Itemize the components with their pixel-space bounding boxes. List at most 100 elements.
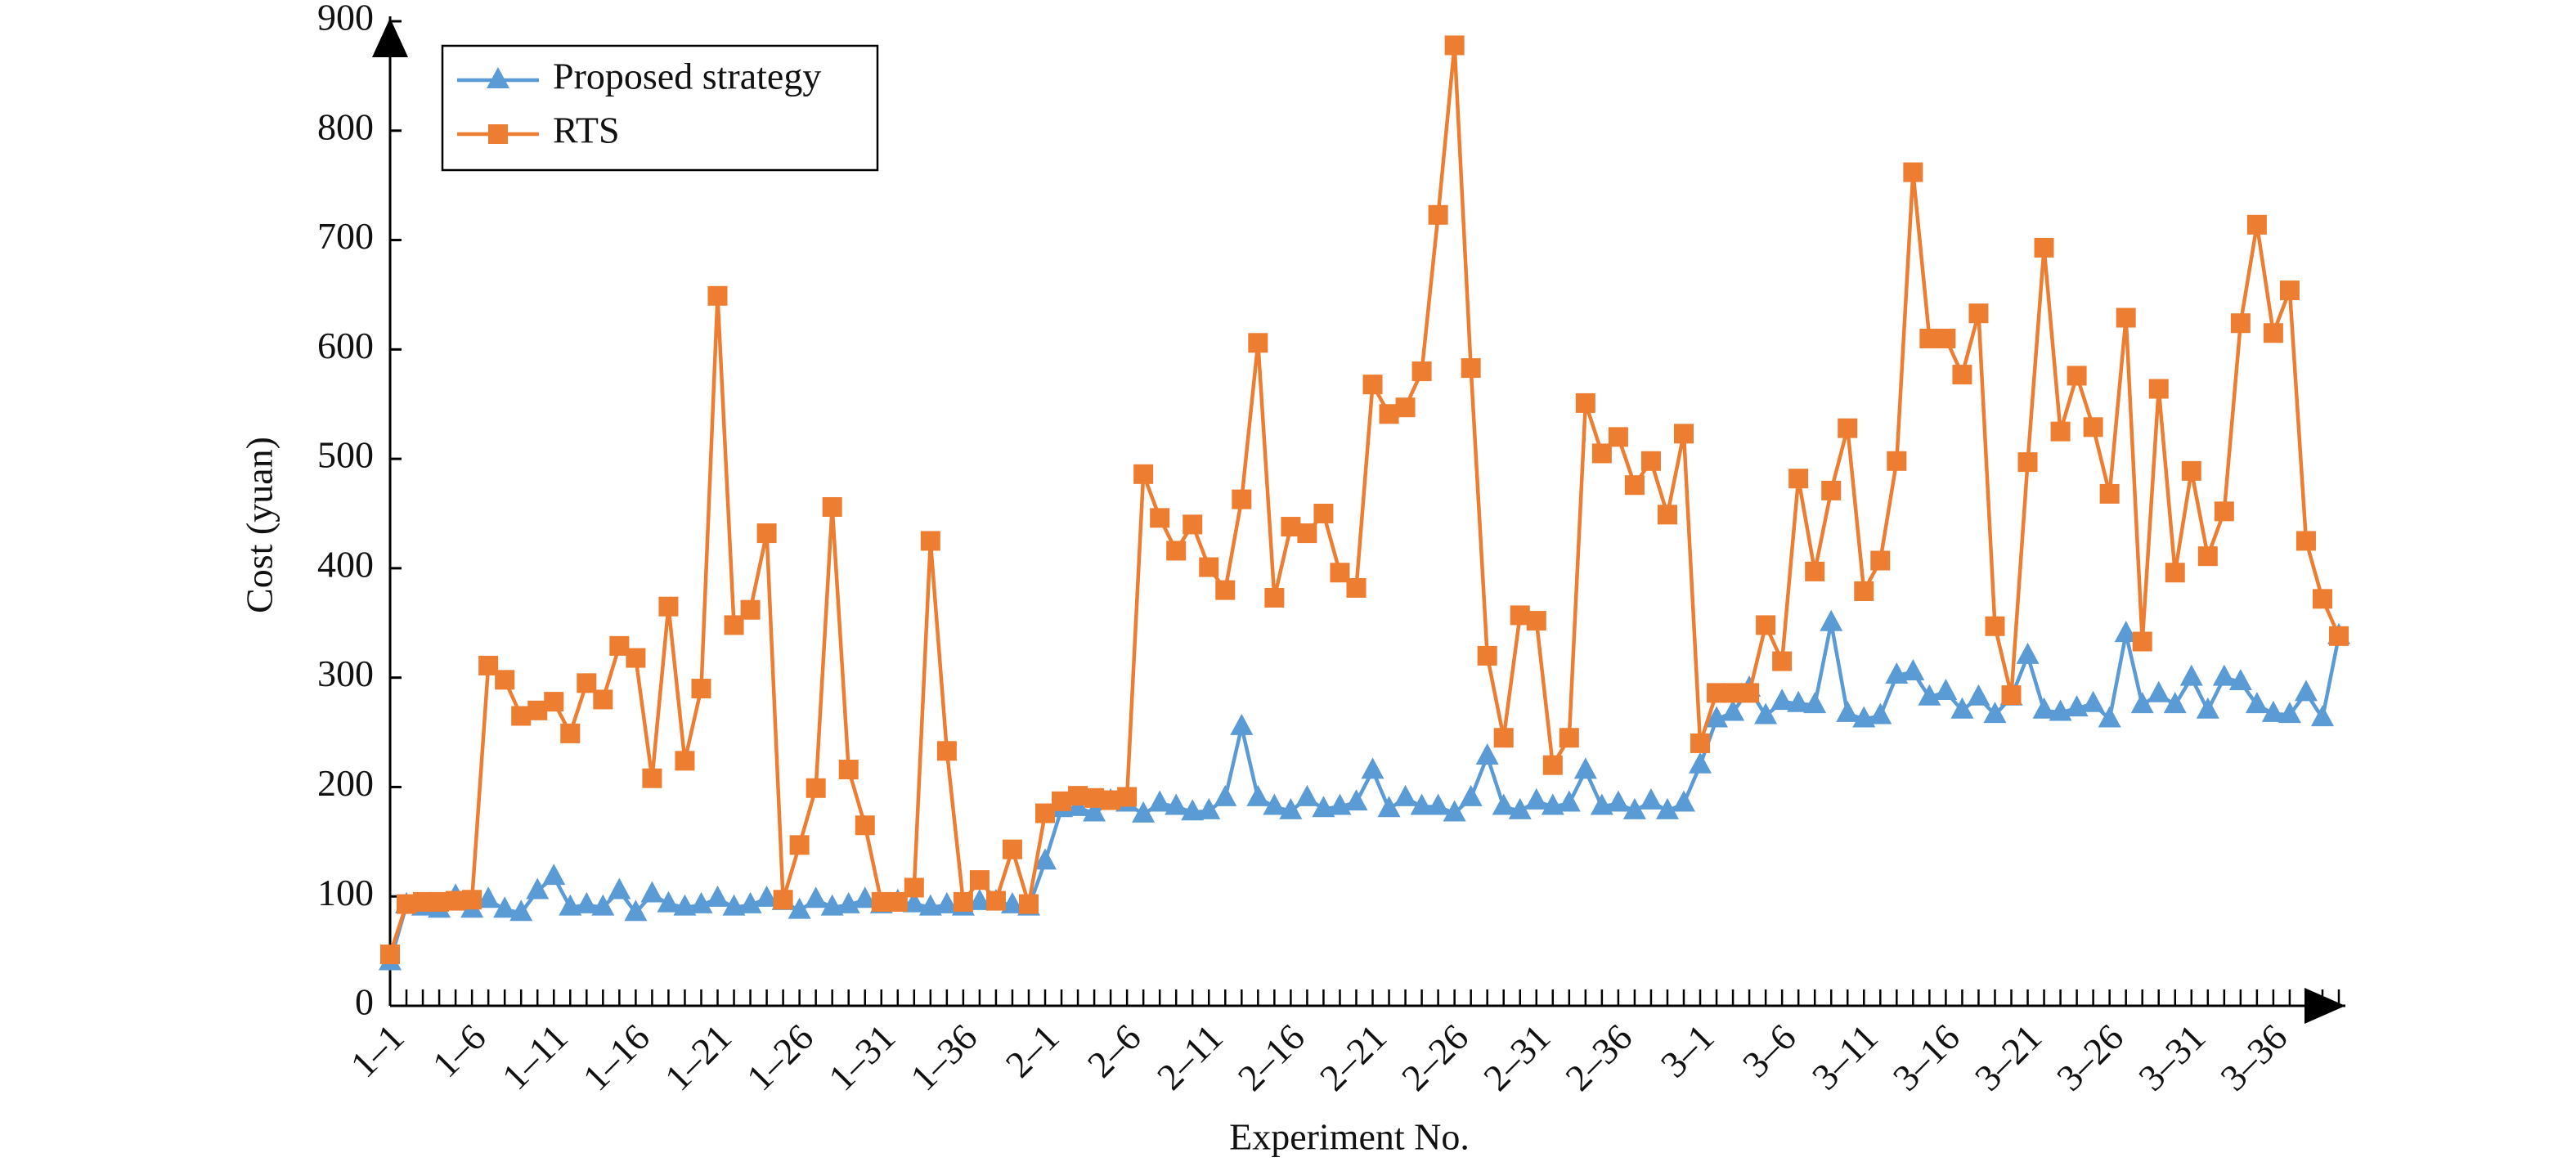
marker <box>789 835 810 855</box>
marker <box>887 891 908 912</box>
marker <box>2001 685 2022 706</box>
marker <box>2294 680 2318 702</box>
marker <box>1002 839 1022 859</box>
marker <box>1083 800 1106 822</box>
marker <box>1852 706 1876 728</box>
marker <box>2099 483 2120 504</box>
x-tick-label: 2–26 <box>1393 1016 1476 1098</box>
x-tick-label: 1–26 <box>738 1016 821 1098</box>
marker <box>1313 504 1334 523</box>
y-tick-label: 600 <box>317 325 374 366</box>
marker <box>1723 683 1744 703</box>
marker <box>1622 797 1646 819</box>
marker <box>706 885 729 907</box>
marker <box>1232 489 1252 509</box>
marker <box>1952 365 1972 385</box>
marker <box>1246 784 1270 806</box>
marker <box>526 877 550 900</box>
marker <box>1657 505 1677 525</box>
marker <box>2098 706 2121 728</box>
marker <box>1639 787 1663 810</box>
marker <box>1344 789 1368 811</box>
y-tick-label: 900 <box>317 0 374 38</box>
marker <box>2148 379 2169 399</box>
marker <box>1934 679 1958 701</box>
marker <box>1559 728 1579 748</box>
marker <box>1836 700 1860 722</box>
marker <box>1524 787 1548 810</box>
marker <box>1459 784 1483 806</box>
marker <box>1493 728 1514 748</box>
marker <box>1181 799 1205 821</box>
marker <box>446 891 466 911</box>
marker <box>673 894 697 916</box>
marker <box>397 894 417 914</box>
marker <box>1295 784 1319 806</box>
marker <box>1557 790 1581 812</box>
marker <box>2329 626 2349 646</box>
marker <box>1870 550 1891 571</box>
marker <box>2114 621 2138 643</box>
marker <box>1788 469 1809 489</box>
marker <box>1754 702 1778 725</box>
x-tick-label: 1–6 <box>424 1016 494 1085</box>
x-tick-label: 1–31 <box>820 1016 903 1098</box>
marker <box>2165 563 2185 583</box>
marker <box>1968 303 1989 324</box>
x-tick-label: 1–1 <box>343 1016 412 1085</box>
marker <box>640 881 664 903</box>
marker <box>478 655 499 675</box>
marker <box>1477 645 1497 666</box>
y-axis-label: Cost (yuan) <box>239 437 280 613</box>
x-tick-label: 2–16 <box>1230 1016 1313 1098</box>
marker <box>837 891 860 913</box>
marker <box>380 944 400 965</box>
marker <box>953 891 973 912</box>
marker <box>1035 803 1056 823</box>
marker <box>1606 790 1630 812</box>
marker <box>1052 791 1072 811</box>
marker <box>2032 697 2056 719</box>
marker <box>1101 790 1121 810</box>
marker <box>1950 697 1974 719</box>
marker <box>1854 581 1874 601</box>
marker <box>902 891 926 913</box>
marker <box>1461 358 1481 379</box>
marker <box>1903 162 1923 182</box>
marker <box>1983 702 2007 724</box>
marker <box>2312 589 2332 609</box>
marker <box>1395 397 1416 418</box>
marker <box>871 891 891 912</box>
marker <box>1967 684 1990 706</box>
y-tick-label: 400 <box>317 543 374 585</box>
x-tick-label: 1–11 <box>494 1016 576 1097</box>
marker <box>1281 517 1301 537</box>
marker <box>1411 361 1432 382</box>
marker <box>2130 692 2154 714</box>
marker <box>2197 546 2218 567</box>
marker <box>1183 514 1203 535</box>
marker <box>2116 307 2136 328</box>
marker <box>1936 328 1956 348</box>
marker <box>1869 702 1892 725</box>
marker <box>2228 669 2252 691</box>
marker <box>1132 801 1156 823</box>
x-tick-label: 3–6 <box>1735 1016 1804 1085</box>
marker <box>488 124 508 144</box>
marker <box>2212 664 2236 686</box>
marker <box>1148 790 1172 812</box>
marker <box>542 864 566 886</box>
y-tick-label: 800 <box>317 105 374 147</box>
marker <box>936 741 957 761</box>
marker <box>1689 751 1712 774</box>
x-tick-label: 2–11 <box>1149 1016 1231 1097</box>
marker <box>920 531 940 551</box>
marker <box>626 648 646 668</box>
marker <box>591 894 615 916</box>
marker <box>689 891 713 913</box>
marker <box>1640 451 1661 471</box>
marker <box>1803 692 1827 714</box>
marker <box>691 679 711 699</box>
legend-label: RTS <box>553 110 620 151</box>
